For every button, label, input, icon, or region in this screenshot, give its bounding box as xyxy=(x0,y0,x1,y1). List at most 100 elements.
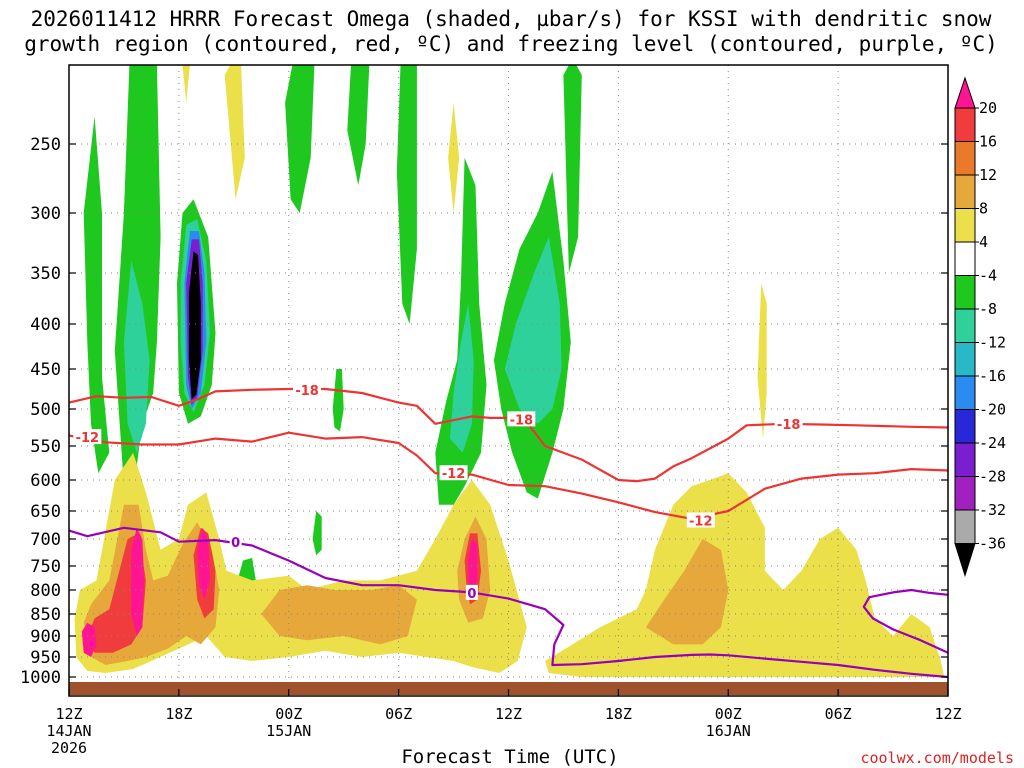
contour-label-bg xyxy=(507,411,536,427)
x-tick-label-24: 12Z xyxy=(495,705,522,723)
colorbar-box-13 xyxy=(954,509,976,544)
colorbar-label--32: -32 xyxy=(979,501,1006,519)
colorbar-box-9 xyxy=(954,375,976,410)
contour-label-dgz_minus18: -18 xyxy=(510,413,534,428)
colorbar-label-16: 16 xyxy=(979,133,997,151)
contour-label-bg xyxy=(229,534,242,550)
omega-region-teal-mid-12z xyxy=(449,303,474,453)
y-tick-label-900: 900 xyxy=(30,627,61,647)
contour-freezing_level_east xyxy=(862,588,949,654)
omega-region-teal-column-b xyxy=(123,261,150,453)
omega-shaded-regions xyxy=(74,65,945,677)
colorbar-box-10 xyxy=(954,409,976,444)
omega-region-yellow-upper-c xyxy=(448,102,460,213)
omega-region-green-upper-b xyxy=(347,65,370,186)
colorbar-label-12: 12 xyxy=(979,166,997,184)
colorbar-box-12 xyxy=(954,476,976,511)
credit-text: coolwx.com/models xyxy=(860,749,1014,767)
contour-label-bg xyxy=(774,415,803,431)
contour-label-freezing_level: 0 xyxy=(467,587,476,602)
contour-label-dgz_minus12: -12 xyxy=(689,515,713,530)
x-tick-label-36: 00Z xyxy=(715,705,742,723)
colorbar-box-8 xyxy=(954,342,976,377)
omega-region-green-upper-d xyxy=(563,65,582,273)
colorbar-top-triangle xyxy=(954,76,976,109)
colorbar-label--12: -12 xyxy=(979,334,1006,352)
contour-freezing_level xyxy=(68,526,949,679)
colorbar-label-20: 20 xyxy=(979,99,997,117)
colorbar-label--36: -36 xyxy=(979,535,1006,553)
contour-label-dgz_minus18: -18 xyxy=(295,384,319,399)
colorbar-label--4: -4 xyxy=(979,267,997,285)
omega-region-green-isolated-c xyxy=(312,511,322,556)
omega-region-green-upper-a xyxy=(285,65,315,213)
y-tick-label-800: 800 xyxy=(30,581,61,601)
contour-dgz_minus18 xyxy=(68,387,949,483)
colorbar-box-3 xyxy=(954,174,976,209)
y-tick-label-600: 600 xyxy=(30,471,61,491)
omega-region-green-column-a xyxy=(83,116,110,474)
y-tick-label-700: 700 xyxy=(30,530,61,550)
y-tick-label-500: 500 xyxy=(30,400,61,420)
colorbar-box-7 xyxy=(954,308,976,343)
x-tick-label-42: 06Z xyxy=(825,705,852,723)
x-tick-year-0: 2026 xyxy=(51,739,87,757)
colorbar-label--24: -24 xyxy=(979,434,1006,452)
omega-region-green-isolated-b xyxy=(332,369,344,432)
omega-region-yellow-upper-a xyxy=(224,65,245,200)
contour-label-dgz_minus12: -12 xyxy=(76,431,100,446)
omega-region-yellow-upper-b xyxy=(182,65,190,103)
y-axis: 2503003504004505005506006507007508008509… xyxy=(20,135,948,688)
y-tick-label-1000: 1000 xyxy=(20,668,61,688)
y-tick-label-350: 350 xyxy=(30,264,61,284)
contour-label-bg xyxy=(439,465,468,481)
omega-region-orange-low-d xyxy=(645,539,729,645)
omega-region-red-low-a xyxy=(87,533,146,653)
y-tick-label-750: 750 xyxy=(30,557,61,577)
colorbar-box-2 xyxy=(954,141,976,176)
colorbar-box-5 xyxy=(954,241,976,276)
colorbar-label--16: -16 xyxy=(979,367,1006,385)
x-tick-label-18: 06Z xyxy=(385,705,412,723)
colorbar-label--20: -20 xyxy=(979,401,1006,419)
omega-region-yellow-low-east xyxy=(545,473,945,677)
omega-region-green-upper-c xyxy=(396,65,417,324)
y-tick-label-850: 850 xyxy=(30,605,61,625)
y-tick-label-400: 400 xyxy=(30,315,61,335)
contour-label-dgz_minus18: -18 xyxy=(777,418,801,433)
y-tick-label-300: 300 xyxy=(30,204,61,224)
x-tick-label-30: 18Z xyxy=(605,705,632,723)
contour-label-bg xyxy=(293,381,322,397)
x-tick-label-6: 18Z xyxy=(165,705,192,723)
x-tick-date-36: 16JAN xyxy=(706,722,751,740)
colorbar: 20 16 12 8 4 -4 -8 -12 -16 -20 -24 -28 -32 -36 xyxy=(954,76,1006,578)
colorbar-label-8: 8 xyxy=(979,200,988,218)
omega-region-yellow-upper-d xyxy=(757,283,767,439)
chart-title-line1: 2026011412 HRRR Forecast Omega (shaded, … xyxy=(31,7,992,31)
grid xyxy=(68,65,949,696)
colorbar-box-4 xyxy=(954,208,976,243)
contours: -18 -18 -18 -12 -12 -12 0 0 xyxy=(68,381,949,679)
colorbar-bottom-triangle xyxy=(954,543,976,578)
x-tick-label-0: 12Z xyxy=(55,705,82,723)
colorbar-label--28: -28 xyxy=(979,468,1006,486)
colorbar-box-6 xyxy=(954,275,976,310)
omega-region-teal-mid-14z xyxy=(504,237,562,424)
colorbar-box-11 xyxy=(954,442,976,477)
y-tick-label-550: 550 xyxy=(30,437,61,457)
omega-region-black-core-18z xyxy=(188,251,201,400)
omega-region-pink-low-d xyxy=(468,539,478,595)
contour-label-bg xyxy=(686,512,715,528)
y-tick-label-450: 450 xyxy=(30,360,61,380)
plot-area: -18 -18 -18 -12 -12 -12 0 0 xyxy=(68,64,949,697)
x-tick-date-12: 15JAN xyxy=(266,722,311,740)
omega-region-pink-low-b xyxy=(131,527,145,636)
contour-label-bg xyxy=(73,429,102,445)
omega-region-pink-low-a xyxy=(81,622,97,657)
omega-region-pink-low-c xyxy=(197,527,210,600)
x-tick-label-12: 00Z xyxy=(275,705,302,723)
x-axis-title: Forecast Time (UTC) xyxy=(401,746,618,768)
chart-title-line2: growth region (contoured, red, ºC) and f… xyxy=(24,32,998,56)
